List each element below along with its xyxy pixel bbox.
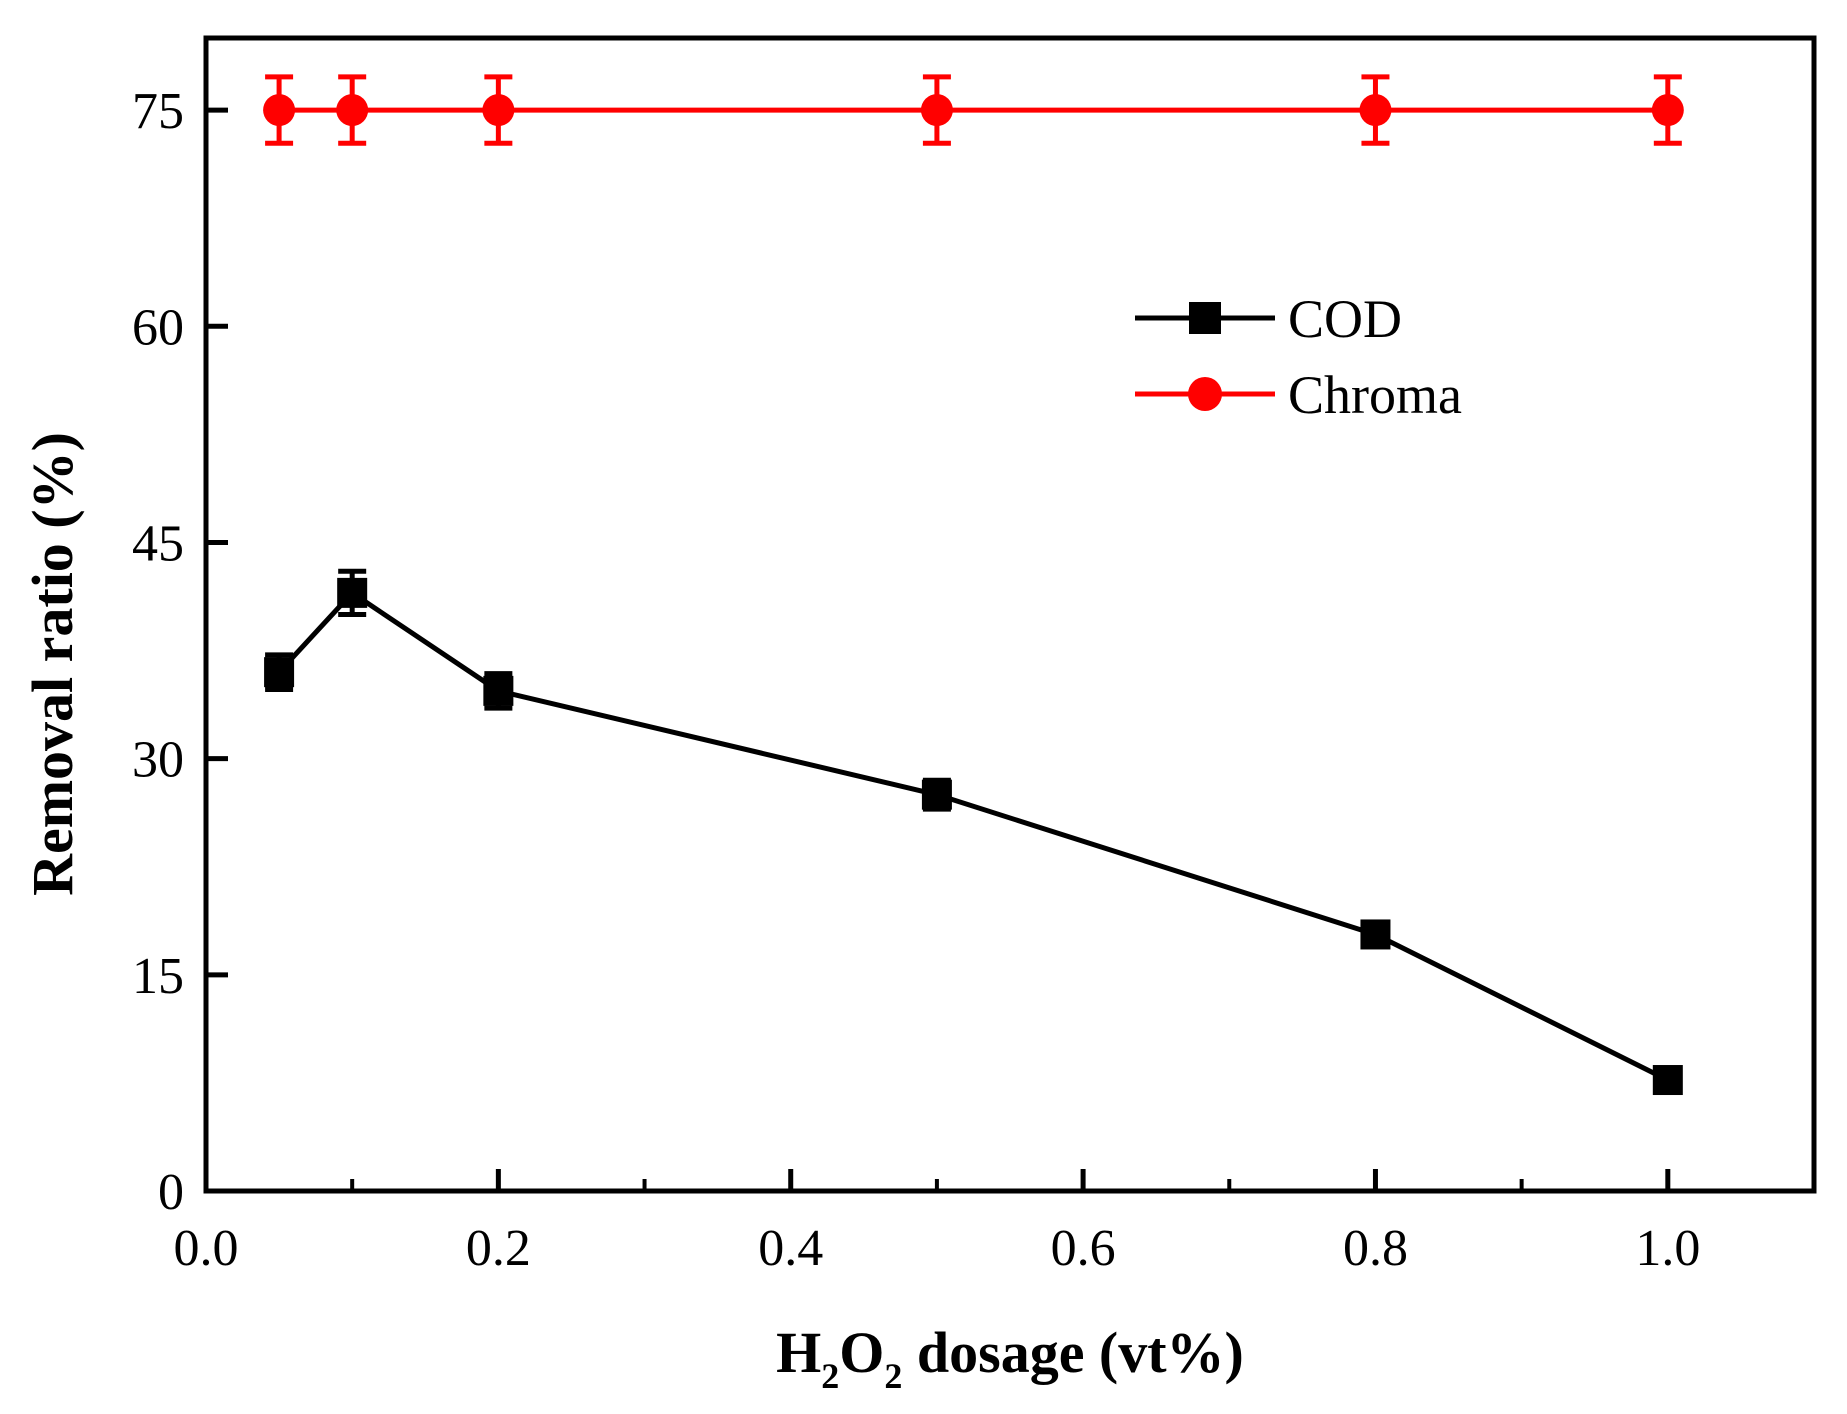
data-point-square <box>483 675 514 706</box>
data-point-circle <box>1359 94 1392 127</box>
y-tick-label: 45 <box>132 515 184 572</box>
legend: COD Chroma <box>1135 289 1462 425</box>
y-tick-label: 0 <box>158 1164 184 1221</box>
legend-chroma-marker <box>1188 377 1222 411</box>
data-point-circle <box>1651 94 1684 127</box>
data-point-circle <box>482 94 515 127</box>
data-point-square <box>1652 1065 1683 1096</box>
x-axis-title: H2O2 dosage (vt%) <box>776 1320 1244 1396</box>
x-tick-label: 0.4 <box>758 1220 823 1277</box>
y-axis-ticks: 0 15 30 45 60 75 <box>132 83 228 1221</box>
data-point-square <box>921 779 952 810</box>
x-axis-title-h: H <box>776 1320 821 1385</box>
series-chroma <box>263 74 1684 146</box>
data-point-circle <box>336 94 369 127</box>
x-axis-title-sub2: 2 <box>884 1356 902 1396</box>
y-axis-title: Removal ratio (%) <box>20 432 85 896</box>
plot-area-frame <box>203 35 1817 1194</box>
x-axis-ticks: 0.0 0.2 0.4 0.6 0.8 1.0 <box>174 1169 1816 1277</box>
data-point-square <box>1360 919 1391 950</box>
legend-chroma-label: Chroma <box>1288 365 1462 425</box>
y-tick-label: 60 <box>132 299 184 356</box>
series-layer <box>263 74 1684 1096</box>
x-axis-title-rest: dosage (vt%) <box>902 1320 1244 1385</box>
legend-cod-label: COD <box>1288 289 1402 349</box>
y-tick-label: 75 <box>132 83 184 140</box>
x-tick-label: 1.0 <box>1635 1220 1700 1277</box>
data-point-square <box>264 657 295 688</box>
data-point-circle <box>263 94 296 127</box>
x-tick-label: 0.6 <box>1051 1220 1116 1277</box>
data-point-square <box>337 577 368 608</box>
x-axis-title-o: O <box>839 1320 884 1385</box>
series-line <box>277 590 1669 1083</box>
data-point-circle <box>920 94 953 127</box>
x-axis-title-sub1: 2 <box>821 1356 839 1396</box>
y-tick-label: 30 <box>132 732 184 789</box>
x-tick-label: 0.0 <box>174 1220 239 1277</box>
series-cod <box>264 568 1683 1096</box>
x-tick-label: 0.8 <box>1343 1220 1408 1277</box>
y-tick-label: 15 <box>132 948 184 1005</box>
legend-cod-marker <box>1189 302 1221 334</box>
x-tick-label: 0.2 <box>466 1220 531 1277</box>
